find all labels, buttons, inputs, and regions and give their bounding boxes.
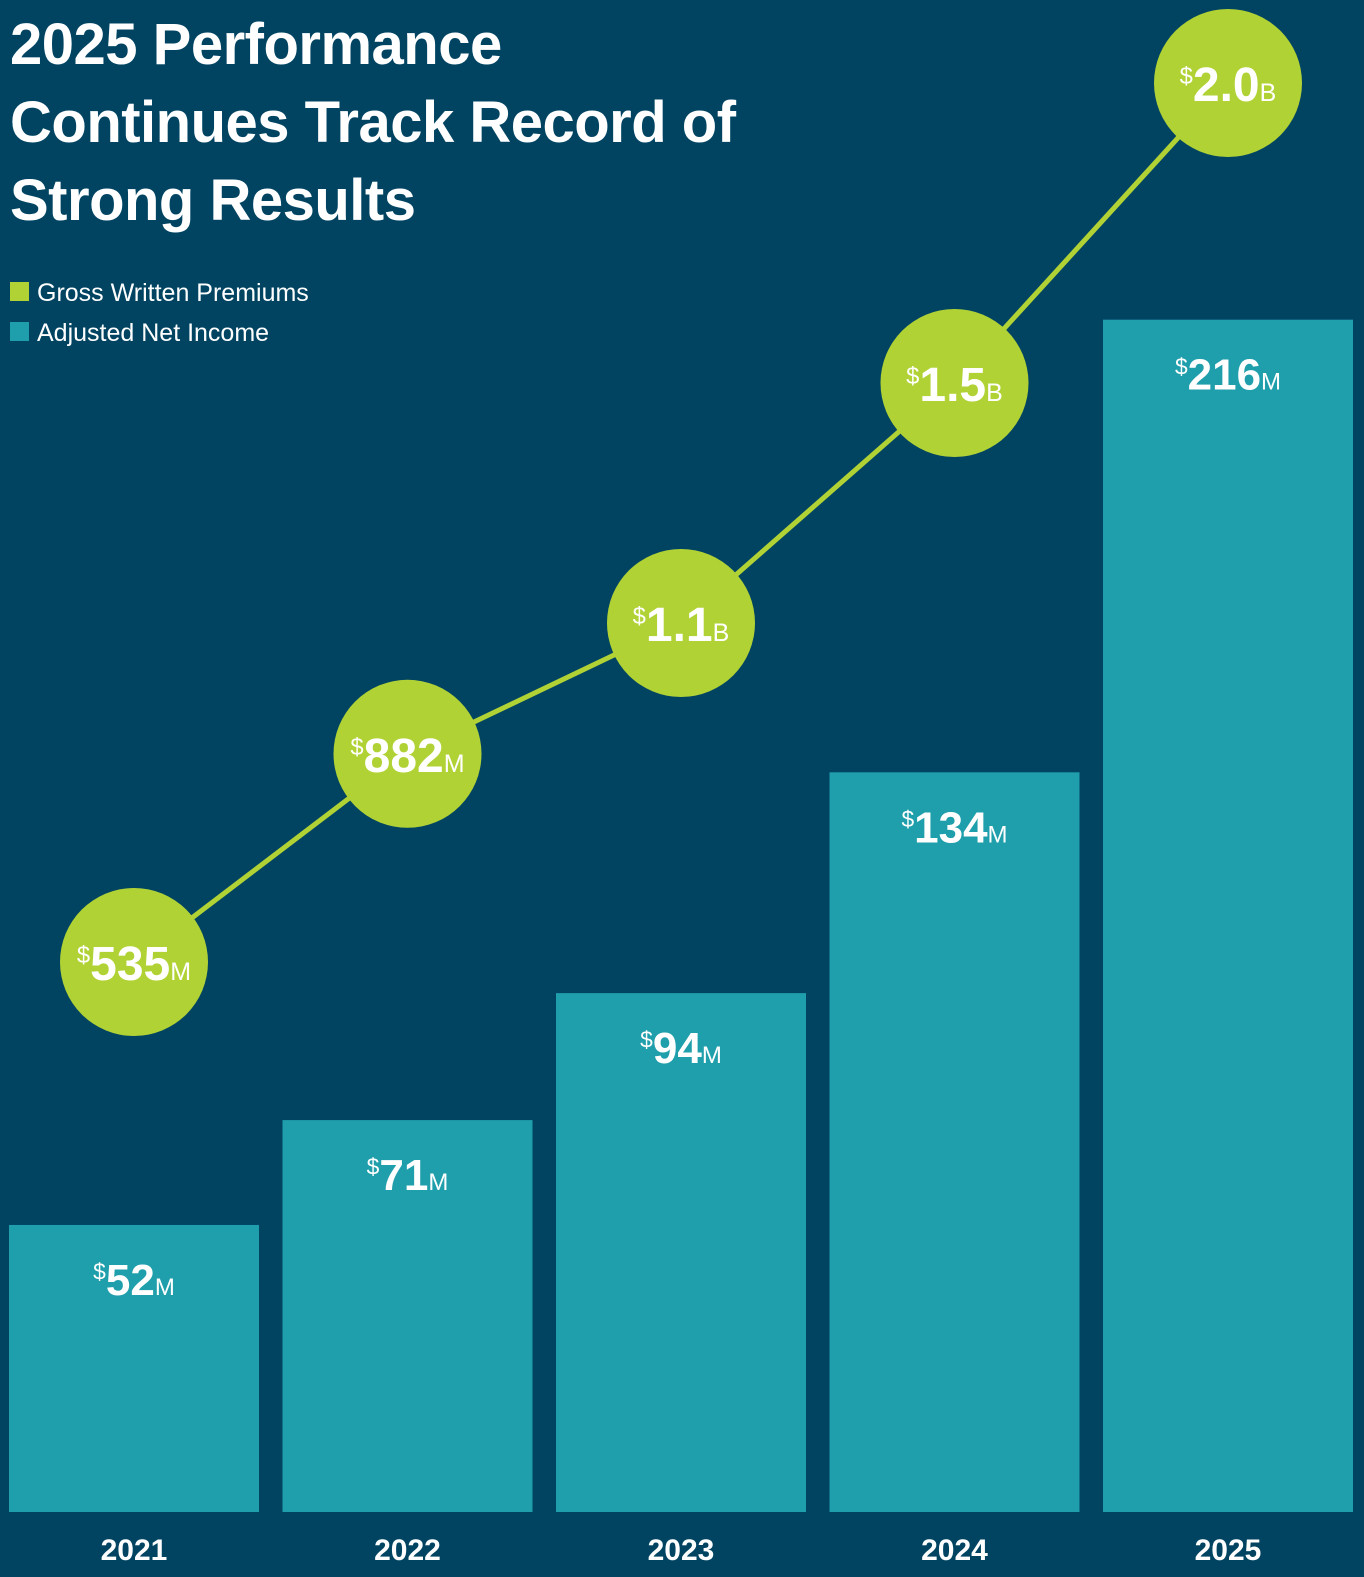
bar-value-label: $71M xyxy=(367,1151,449,1200)
x-tick-label: 2023 xyxy=(648,1534,715,1567)
bar-value-label: $216M xyxy=(1175,351,1281,400)
point-value-label: $1.5B xyxy=(906,359,1003,412)
x-tick-label: 2021 xyxy=(101,1534,168,1567)
point-marker xyxy=(333,679,482,828)
point-marker xyxy=(607,549,755,697)
bar-value-label: $52M xyxy=(93,1256,175,1305)
bar xyxy=(556,993,806,1512)
point-value-label: $535M xyxy=(77,938,191,991)
bar xyxy=(829,772,1080,1512)
x-tick-label: 2025 xyxy=(1195,1534,1262,1567)
legend-label: Adjusted Net Income xyxy=(37,319,269,347)
bar-value-label: $134M xyxy=(901,803,1007,852)
point-value-label: $1.1B xyxy=(633,599,730,652)
point-value-label: $882M xyxy=(350,730,464,783)
point-value-label: $2.0B xyxy=(1180,59,1277,112)
bar xyxy=(1103,319,1353,1513)
x-tick-label: 2024 xyxy=(921,1534,988,1567)
legend-label: Gross Written Premiums xyxy=(37,279,309,307)
legend-swatch xyxy=(10,282,29,301)
bar-value-label: $94M xyxy=(640,1024,722,1073)
point-marker xyxy=(880,309,1029,457)
legend-swatch xyxy=(10,322,29,341)
chart-title: 2025 Performance Continues Track Record … xyxy=(10,12,736,233)
bar xyxy=(282,1120,533,1512)
point-marker xyxy=(60,888,208,1036)
x-tick-label: 2022 xyxy=(374,1534,441,1567)
point-marker xyxy=(1154,9,1302,157)
bar xyxy=(9,1224,259,1512)
